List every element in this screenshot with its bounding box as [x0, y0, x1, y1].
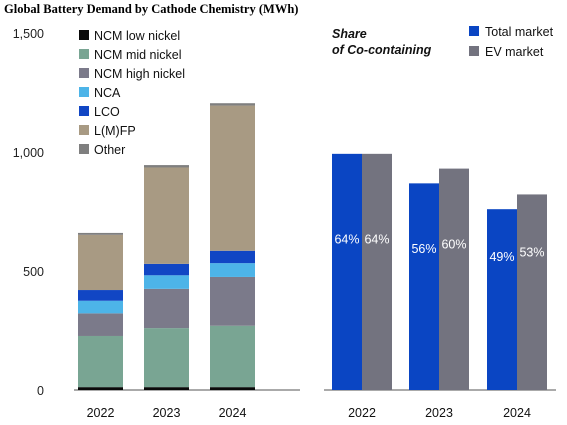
x-category-label: 2024: [219, 406, 247, 420]
bar-segment-ncm-mid-nickel-2022: [78, 335, 123, 388]
bar-ev-market-2023: [439, 168, 469, 390]
legend-label: LCO: [94, 105, 120, 119]
bar-segment-other-2022: [78, 232, 123, 235]
bar-value-label: 56%: [411, 242, 436, 256]
chart-subtitle: of Co-containing: [332, 43, 432, 57]
co-share-chart: Share of Co-containing 64% 64% 2022 56% 60% 202…: [324, 25, 556, 420]
x-category-label: 2022: [87, 406, 115, 420]
legend-swatch: [79, 144, 89, 154]
bar-total-market-2023: [409, 183, 439, 390]
bar-segment-nca-2023: [144, 275, 189, 289]
legend-label: NCM low nickel: [94, 29, 180, 43]
bar-segment-lco-2023: [144, 263, 189, 276]
bar-segment-nca-2022: [78, 300, 123, 314]
bar-segment-other-2023: [144, 165, 189, 168]
legend-label: Other: [94, 143, 125, 157]
bar-segment-l-m-fp-2024: [210, 105, 255, 251]
bar-segment-lco-2024: [210, 250, 255, 264]
legend-swatch: [79, 30, 89, 40]
bar-ev-market-2024: [517, 194, 547, 390]
legend-label: Total market: [485, 25, 554, 39]
bar-value-label: 53%: [519, 245, 544, 259]
legend-swatch: [79, 49, 89, 59]
x-category-label: 2024: [503, 406, 531, 420]
bar-value-label: 49%: [489, 250, 514, 264]
y-tick-label: 1,000: [13, 146, 44, 160]
legend-swatch: [79, 125, 89, 135]
legend-swatch: [79, 106, 89, 116]
bar-segment-ncm-low-nickel-2024: [210, 387, 255, 390]
bar-value-label: 64%: [364, 233, 389, 247]
bar-total-market-2024: [487, 209, 517, 390]
bar-segment-lco-2022: [78, 290, 123, 301]
bar-segment-ncm-mid-nickel-2024: [210, 325, 255, 388]
chart-title: Global Battery Demand by Cathode Chemist…: [4, 2, 299, 16]
bar-ev-market-2022: [362, 153, 392, 390]
chart-subtitle: Share: [332, 27, 367, 41]
y-tick-label: 1,500: [13, 27, 44, 41]
bar-value-label: 60%: [441, 237, 466, 251]
legend-label: L(M)FP: [94, 124, 136, 138]
bar-segment-ncm-high-nickel-2022: [78, 313, 123, 336]
legend-swatch: [79, 68, 89, 78]
bar-segment-nca-2024: [210, 263, 255, 277]
x-category-label: 2023: [153, 406, 181, 420]
bar-segment-ncm-low-nickel-2022: [78, 387, 123, 390]
bar-segment-ncm-high-nickel-2023: [144, 288, 189, 329]
bar-total-market-2022: [332, 153, 362, 390]
bar-segment-other-2024: [210, 103, 255, 106]
y-tick-label: 500: [23, 265, 44, 279]
x-category-label: 2022: [348, 406, 376, 420]
legend-swatch: [469, 26, 479, 36]
x-category-label: 2023: [425, 406, 453, 420]
y-tick-label: 0: [37, 384, 44, 398]
legend-label: NCM mid nickel: [94, 48, 182, 62]
bar-segment-l-m-fp-2023: [144, 167, 189, 264]
bar-value-label: 64%: [334, 233, 359, 247]
legend-swatch: [79, 87, 89, 97]
demand-stacked-chart: 1,500 1,000 500 0 2022 2023 2024 NCM low nickel…: [13, 27, 300, 420]
bar-segment-ncm-high-nickel-2024: [210, 276, 255, 326]
legend-label: NCM high nickel: [94, 67, 185, 81]
bar-segment-ncm-mid-nickel-2023: [144, 328, 189, 388]
legend-label: EV market: [485, 45, 544, 59]
bar-segment-l-m-fp-2022: [78, 234, 123, 291]
legend-swatch: [469, 46, 479, 56]
legend-label: NCA: [94, 86, 121, 100]
bar-segment-ncm-low-nickel-2023: [144, 387, 189, 390]
